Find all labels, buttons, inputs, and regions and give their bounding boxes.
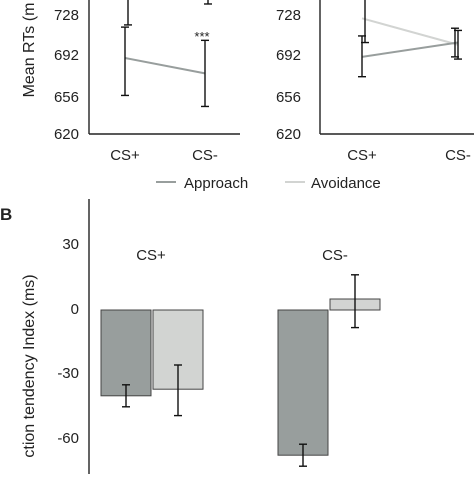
panel-b-cs-plus-approach-bar — [100, 309, 152, 397]
panel-a-left-marks — [121, 0, 212, 108]
panel-a-left-y-tick-2: 692 — [54, 47, 79, 64]
panel-a-left-y-axis-label: Mean RTs (m — [21, 3, 38, 98]
panel-b-label: B — [0, 205, 12, 224]
panel-a-right-y-tick-3: 728 — [276, 7, 301, 24]
panel-b-y-tick-neg30: -30 — [57, 365, 79, 382]
panel-b-marks — [100, 274, 381, 467]
panel-b-y-tick-0: 0 — [71, 301, 79, 318]
a-right-approach-line — [361, 41, 459, 58]
panel-a-right: 620 656 692 728 CS+ CS- — [276, 0, 474, 164]
panel-a-right-x-tick-cs-plus: CS+ — [347, 147, 377, 164]
legend: Approach Avoidance — [156, 175, 381, 192]
panel-a-right-marks — [358, 0, 462, 78]
legend-approach-label: Approach — [184, 175, 248, 192]
panel-a-left-x-tick-cs-plus: CS+ — [110, 147, 140, 164]
panel-a-left-y-tick-1: 656 — [54, 89, 79, 106]
significance-annotation: *** — [194, 29, 209, 44]
panel-b-y-tick-30: 30 — [62, 236, 79, 253]
panel-b-cs-minus-approach-bar — [277, 309, 329, 456]
panel-a-left-y-tick-0: 620 — [54, 126, 79, 143]
panel-a-right-x-tick-cs-minus: CS- — [445, 147, 471, 164]
panel-b-group-label-cs-plus: CS+ — [136, 247, 166, 264]
a-left-approach-line — [124, 56, 206, 75]
panel-b-y-axis-label: ction tendency Index (ms) — [21, 274, 38, 457]
legend-avoidance-label: Avoidance — [311, 175, 381, 192]
panel-a-left-y-tick-3: 728 — [54, 7, 79, 24]
panel-a-right-y-tick-1: 656 — [276, 89, 301, 106]
panel-a-left: Mean RTs (m 620 656 692 728 CS+ CS- *** — [21, 0, 240, 164]
panel-b-group-label-cs-minus: CS- — [322, 247, 348, 264]
panel-a-left-x-tick-cs-minus: CS- — [192, 147, 218, 164]
panel-a-right-y-tick-2: 692 — [276, 47, 301, 64]
panel-b-y-tick-neg60: -60 — [57, 430, 79, 447]
panel-a-right-y-tick-0: 620 — [276, 126, 301, 143]
panel-b: B ction tendency Index (ms) 30 0 -30 -60… — [0, 199, 381, 474]
a-right-avoidance-line — [361, 17, 459, 46]
